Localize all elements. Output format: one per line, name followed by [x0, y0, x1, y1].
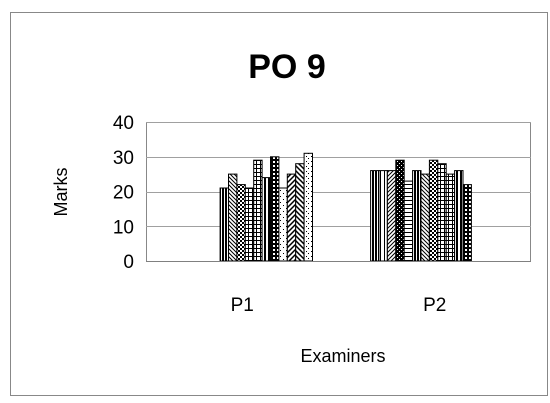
bar — [286, 173, 297, 262]
chart-title: PO 9 — [248, 48, 325, 86]
y-tick-label: 30 — [113, 148, 134, 169]
y-tick-label: 40 — [113, 113, 134, 134]
bar — [420, 173, 430, 262]
bar — [454, 170, 464, 262]
bar — [370, 170, 380, 262]
bar — [270, 156, 280, 262]
x-axis-ticks: P1 P2 — [231, 295, 447, 316]
bar — [219, 187, 230, 262]
bar — [278, 187, 288, 262]
x-tick-label: P2 — [423, 295, 446, 316]
x-axis-label: Examiners — [300, 346, 385, 366]
y-tick-label: 20 — [113, 183, 134, 204]
y-axis-label: Marks — [51, 168, 71, 217]
bar — [236, 184, 246, 262]
bar — [412, 170, 422, 262]
y-axis-ticks: 0 10 20 30 40 — [113, 113, 134, 273]
bar — [386, 170, 397, 262]
y-tick-label: 0 — [123, 252, 134, 273]
bar — [378, 170, 388, 262]
bar — [303, 152, 314, 262]
bar — [437, 163, 447, 262]
bar — [261, 177, 272, 262]
bar — [253, 159, 263, 262]
x-tick-label: P1 — [231, 295, 254, 316]
y-tick-label: 10 — [113, 217, 134, 238]
bar — [403, 180, 414, 262]
bar — [428, 159, 439, 262]
bar — [228, 173, 238, 262]
bar — [445, 173, 456, 262]
bar — [295, 163, 305, 262]
plot-area — [146, 122, 531, 262]
bar — [462, 184, 472, 262]
bar — [395, 159, 405, 262]
bar — [244, 187, 255, 262]
